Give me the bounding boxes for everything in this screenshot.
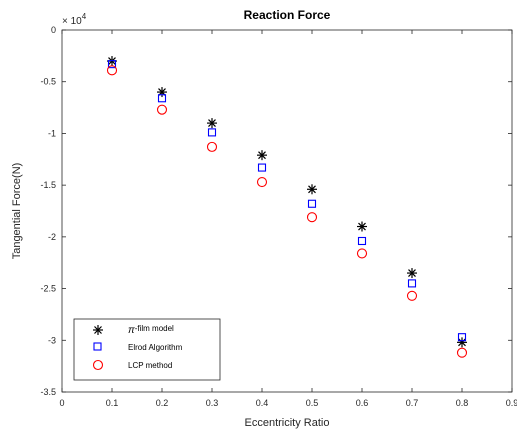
legend-label-elrod-algorithm: Elrod Algorithm [128, 343, 183, 352]
legend: π-film model Elrod Algorithm LCP method [73, 318, 221, 381]
x-tick-label: 0 [59, 398, 64, 408]
legend-marker-circle [92, 359, 104, 371]
y-tick-label: -1.5 [40, 180, 56, 190]
y-tick-label: -2.5 [40, 284, 56, 294]
legend-item-elrod-algorithm: Elrod Algorithm [93, 342, 183, 352]
legend-label-pi-symbol: π [128, 325, 135, 336]
data-point-square [457, 333, 467, 342]
x-tick-label: 0.4 [256, 398, 269, 408]
x-tick-label: 0.1 [106, 398, 119, 408]
data-point-circle [156, 104, 168, 115]
x-tick-label: 0.3 [206, 398, 219, 408]
legend-item-pi-film-model: π-film model [93, 324, 174, 336]
y-tick-label: -1 [48, 128, 56, 138]
data-point-square [107, 60, 117, 69]
asterisk-stroke [358, 222, 366, 231]
x-tick-label: 0.8 [456, 398, 469, 408]
y-tick-label: -2 [48, 232, 56, 242]
data-point-asterisk [257, 150, 267, 161]
data-point-asterisk [457, 337, 467, 348]
legend-label-lcp-method: LCP method [128, 361, 172, 370]
data-point-circle [456, 347, 468, 358]
data-point-asterisk [407, 268, 417, 279]
data-point-square [407, 279, 417, 288]
x-tick-label: 0.9 [506, 398, 517, 408]
y-axis-label: Tangential Force(N) [11, 163, 23, 260]
y-tick-label: 0 [51, 25, 56, 35]
asterisk-stroke [308, 185, 316, 194]
x-tick-label: 0.5 [306, 398, 319, 408]
data-point-circle [406, 290, 418, 301]
legend-item-lcp-method: LCP method [92, 359, 172, 371]
y-tick-label: -3 [48, 335, 56, 345]
data-point-circle [206, 141, 218, 152]
asterisk-stroke [258, 151, 266, 160]
legend-marker-asterisk [93, 325, 103, 335]
data-point-square [207, 128, 217, 137]
data-point-asterisk [207, 118, 217, 129]
legend-label-pi-rest: -film model [135, 324, 174, 333]
asterisk-stroke [208, 119, 216, 128]
y-tick-label: -0.5 [40, 77, 56, 87]
chart-title: Reaction Force [244, 8, 331, 22]
x-tick-label: 0.6 [356, 398, 369, 408]
data-point-circle [356, 248, 368, 259]
legend-label-pi-film-model: π-film model [128, 324, 174, 336]
y-exponent-power: 4 [82, 12, 87, 21]
x-tick-label: 0.7 [406, 398, 419, 408]
data-point-circle [106, 65, 118, 76]
data-marks [106, 56, 468, 358]
x-tick-label: 0.2 [156, 398, 169, 408]
data-point-asterisk [307, 184, 317, 195]
y-ticks: 0 -0.5 -1 -1.5 -2 -2.5 -3 -3.5 [40, 25, 512, 397]
data-point-circle [306, 212, 318, 223]
legend-marker-square [93, 342, 102, 351]
data-point-circle [256, 176, 268, 188]
data-point-square [257, 163, 267, 172]
x-ticks: 0 0.1 0.2 0.3 0.4 0.5 0.6 0.7 0.8 0.9 [59, 30, 517, 408]
y-exponent-multiplier: × 104 [62, 12, 87, 27]
data-point-square [357, 236, 367, 246]
asterisk-stroke [408, 269, 416, 277]
data-point-square [307, 199, 317, 208]
data-point-square [157, 94, 167, 103]
y-tick-label: -3.5 [40, 387, 56, 397]
asterisk-stroke [458, 338, 466, 347]
x-axis-label: Eccentricity Ratio [245, 417, 330, 429]
y-exponent-base: × 10 [62, 16, 82, 27]
data-point-asterisk [357, 221, 367, 232]
